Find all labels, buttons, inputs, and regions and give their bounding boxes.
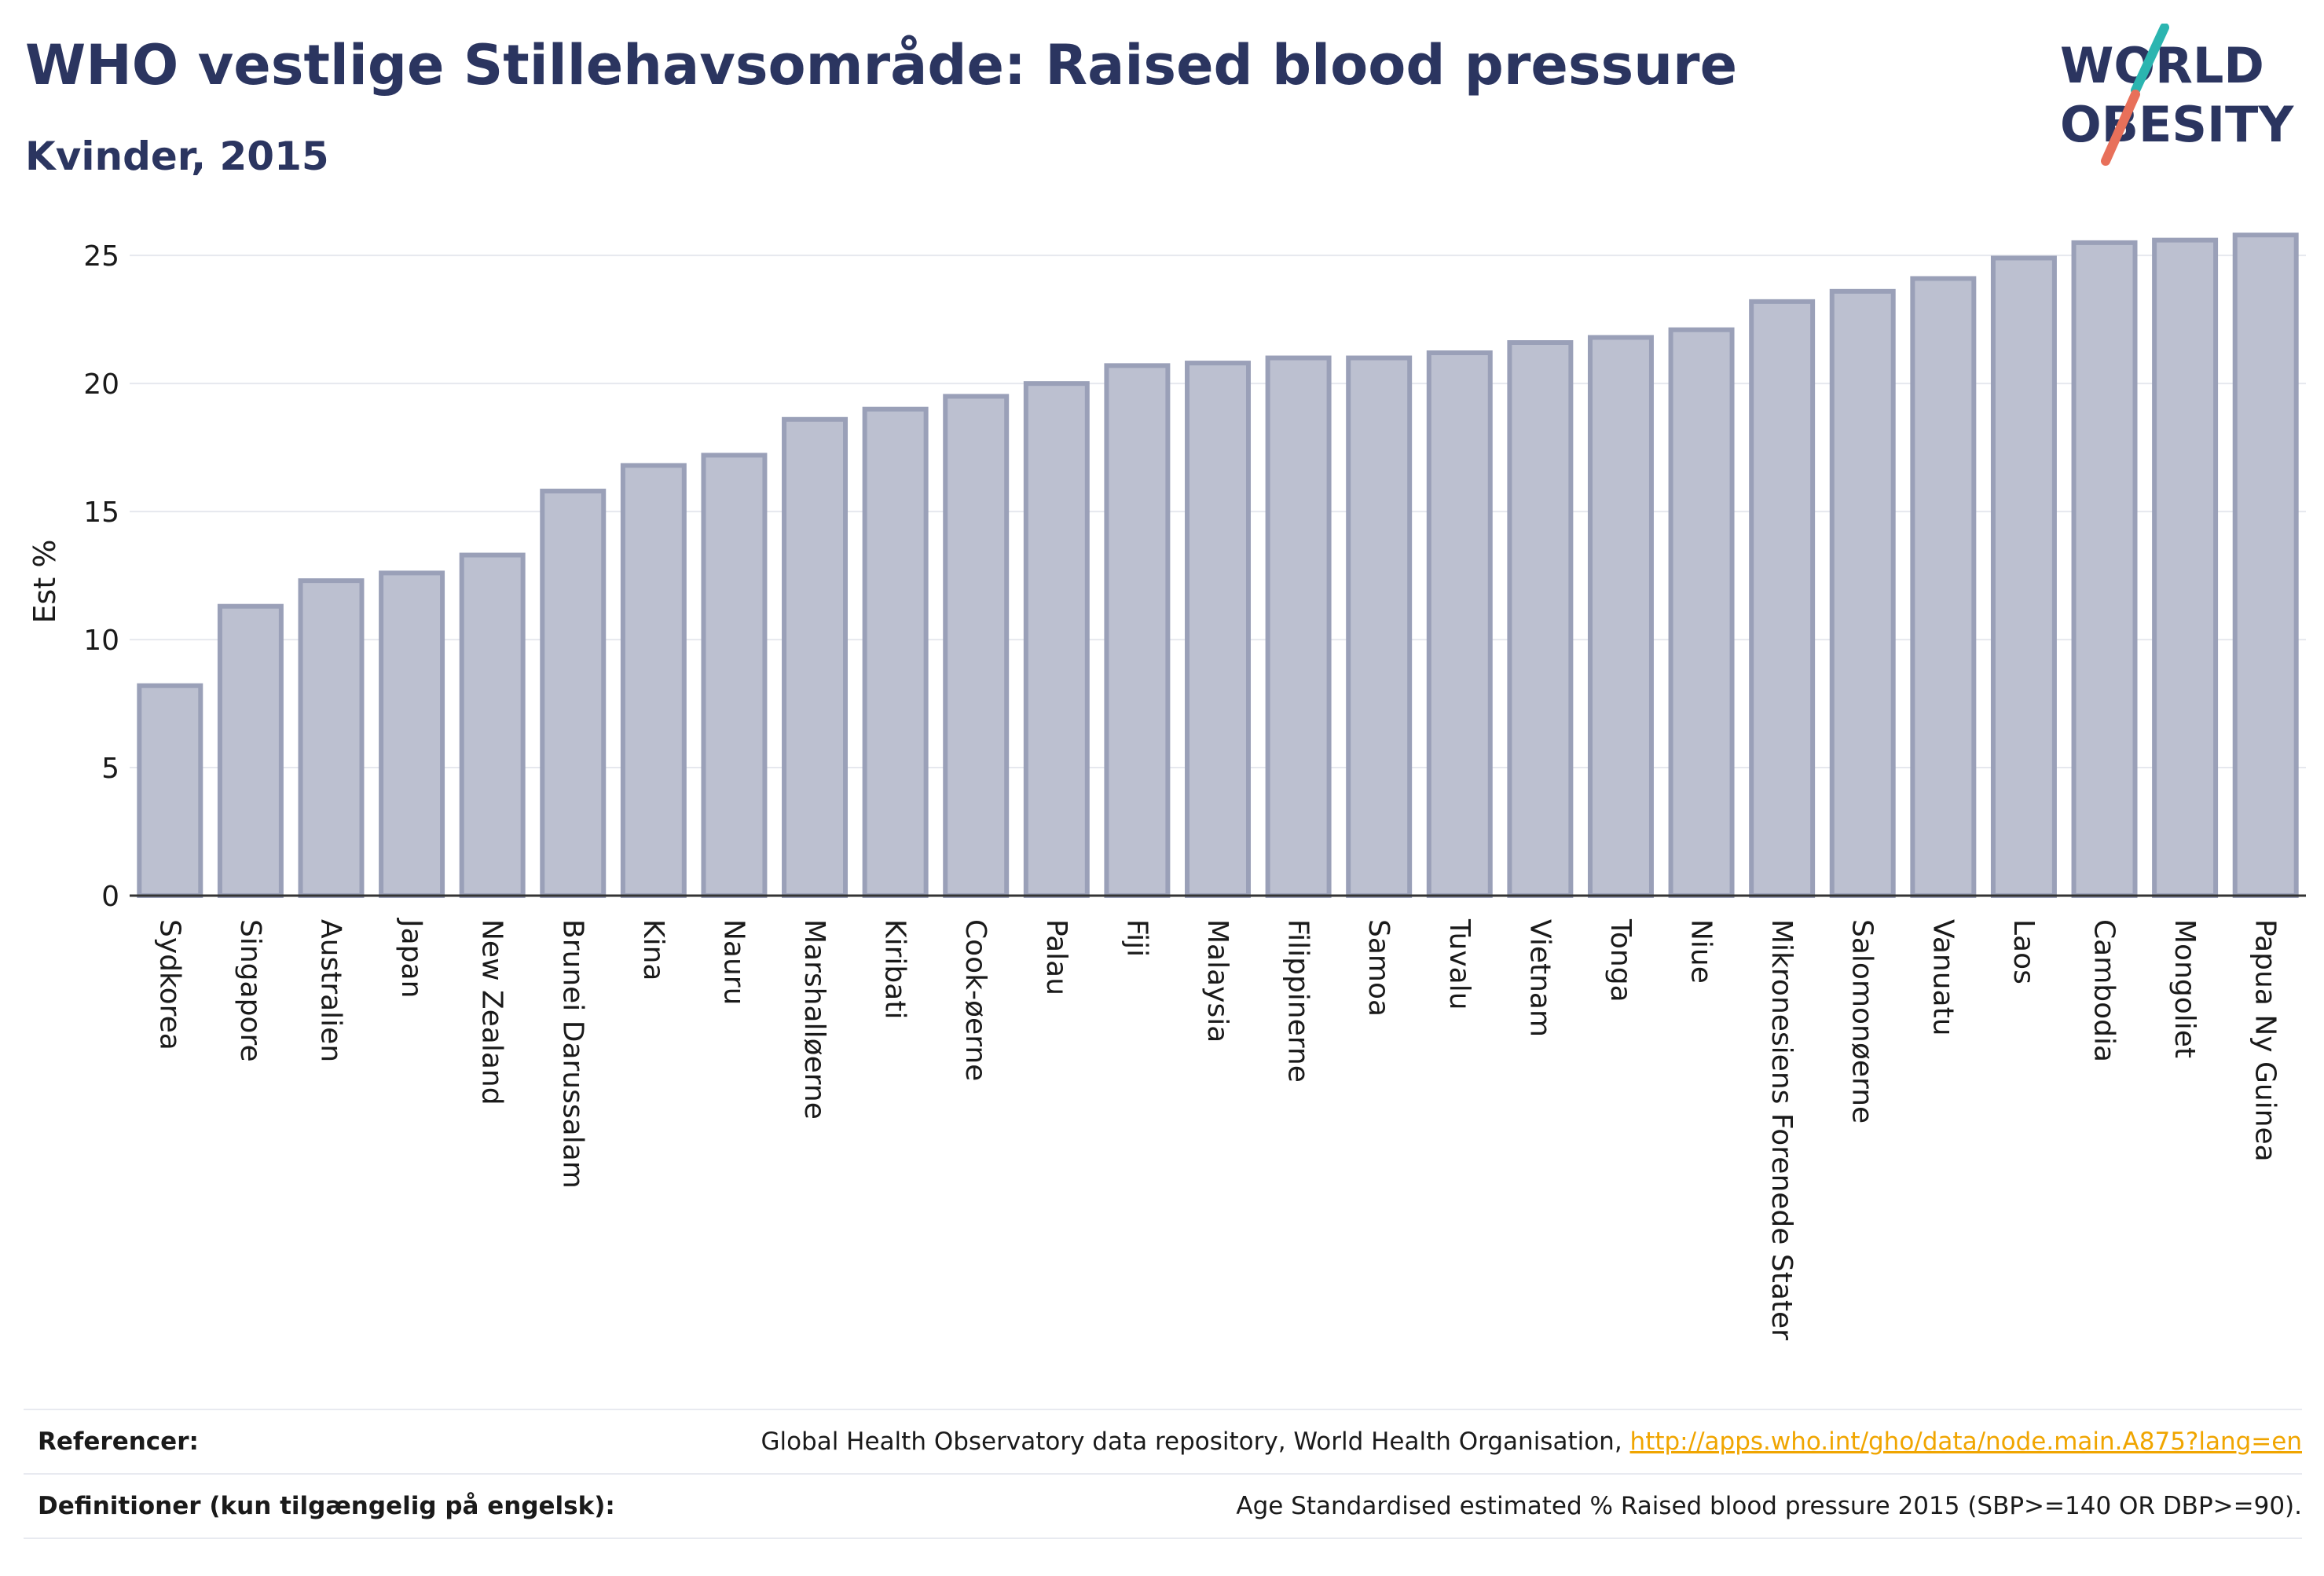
x-tick-label: Marshalløerne [798,919,830,1120]
x-tick-label: Salomonøerne [1846,919,1879,1123]
bar[interactable] [1426,350,1493,898]
bar[interactable] [2071,240,2138,898]
y-tick-label: 25 [83,240,119,273]
world-obesity-logo: WORLD OBESITY [2060,24,2294,166]
x-tick-label: New Zealand [476,919,508,1105]
bar[interactable] [540,489,607,898]
bar-chart: 0 5 10 15 20 25 Sydkorea Singapore Australien Ja… [27,233,2306,1340]
x-tick-label: Filippinerne [1282,919,1314,1083]
bar[interactable] [1668,327,1735,899]
bar[interactable] [782,416,849,898]
bar[interactable] [298,578,365,898]
bar[interactable] [1265,355,1332,898]
bar[interactable] [1990,255,2057,898]
x-tick-label: Mikronesiens Forenede Stater [1765,919,1798,1340]
bar[interactable] [1507,340,1574,898]
x-tick-label: Fiji [1120,919,1153,957]
x-tick-label: Palau [1040,919,1072,995]
bar[interactable] [1910,276,1977,899]
y-tick-label: 15 [83,497,119,529]
definitions-row: Definitioner (kun tilgængelig på engelsk… [24,1473,2302,1539]
x-tick-label: Kina [637,919,669,981]
bar[interactable] [1023,381,1090,899]
y-tick-label: 0 [101,881,119,913]
y-tick-label: 20 [83,368,119,401]
x-axis-ticks: Sydkorea Singapore Australien Japan New Zeal… [153,918,2281,1340]
x-tick-label: Vanuatu [1926,919,1959,1036]
x-tick-label: Niue [1685,919,1717,984]
bar[interactable] [2232,233,2299,899]
y-axis-ticks: 0 5 10 15 20 25 [83,240,119,913]
bar[interactable] [217,603,284,898]
bar[interactable] [1587,335,1654,898]
bar[interactable] [1346,355,1413,898]
x-tick-label: Nauru [717,919,750,1005]
bars [137,233,2299,899]
chart-title: WHO vestlige Stillehavsområde: Raised bl… [25,33,1738,97]
bar[interactable] [379,570,445,898]
x-tick-label: Cambodia [2088,919,2121,1062]
x-tick-label: Brunei Darussalam [556,919,588,1189]
x-tick-label: Papua Ny Guinea [2249,919,2282,1162]
x-tick-label: Laos [2007,919,2040,984]
chart-subtitle: Kvinder, 2015 [25,134,329,179]
x-tick-label: Tuvalu [1443,918,1475,1010]
bar[interactable] [701,453,768,898]
logo-coral-slash [2101,90,2140,166]
x-tick-label: Kiribati [879,919,911,1019]
references-label: Referencer: [38,1428,199,1456]
x-tick-label: Cook-øerne [959,919,992,1081]
x-tick-label: Australien [314,919,346,1062]
references-value: Global Health Observatory data repositor… [761,1428,2302,1456]
bar[interactable] [1185,361,1251,898]
references-link[interactable]: http://apps.who.int/gho/data/node.main.A… [1629,1428,2302,1456]
y-tick-label: 10 [83,625,119,657]
x-tick-label: Samoa [1362,919,1395,1017]
y-tick-label: 5 [101,753,119,785]
x-tick-label: Japan [395,918,427,998]
bar[interactable] [620,463,687,898]
x-tick-label: Malaysia [1201,919,1233,1043]
bar[interactable] [943,394,1010,898]
x-tick-label: Tonga [1604,918,1637,1002]
x-tick-label: Mongoliet [2168,919,2201,1058]
logo-line2: OBESITY [2060,96,2294,153]
logo-teal-slash [2131,24,2169,95]
x-tick-label: Sydkorea [153,919,185,1050]
x-tick-label: Vietnam [1523,919,1556,1037]
bar[interactable] [2152,237,2219,898]
bar[interactable] [1829,288,1896,898]
references-text: Global Health Observatory data repositor… [761,1428,1622,1456]
definitions-text: Age Standardised estimated % Raised bloo… [1236,1492,2302,1520]
bar[interactable] [1749,299,1816,898]
bar[interactable] [459,552,526,898]
references-row: Referencer: Global Health Observatory da… [24,1409,2302,1473]
y-axis-label: Est % [27,540,62,624]
bar[interactable] [862,406,929,898]
x-tick-label: Singapore [234,919,266,1062]
definitions-label: Definitioner (kun tilgængelig på engelsk… [38,1492,615,1520]
footer: Referencer: Global Health Observatory da… [24,1409,2302,1539]
logo-line1: WORLD [2060,37,2264,94]
bar[interactable] [137,683,203,898]
bar[interactable] [1104,363,1171,899]
